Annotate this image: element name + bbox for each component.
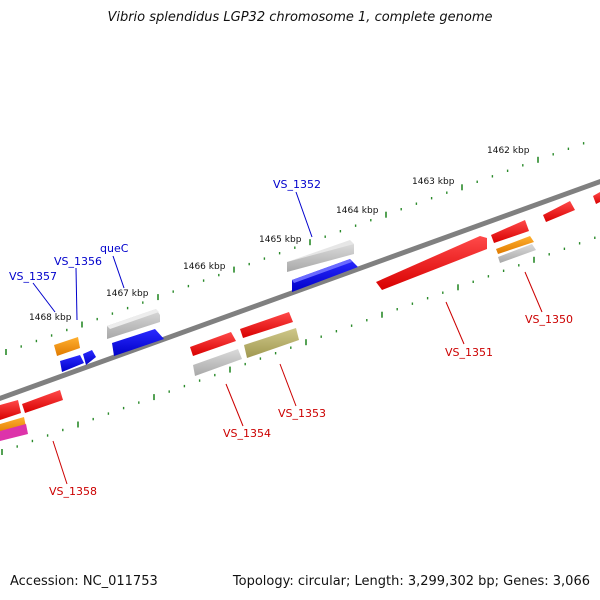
leader-vs1354 bbox=[225, 383, 244, 427]
gene-vs1353-olive[interactable] bbox=[244, 328, 299, 358]
kbp-label-1466: 1466 kbp bbox=[183, 262, 226, 272]
gene-quec-gray[interactable] bbox=[107, 309, 160, 339]
gene-label-vs1354[interactable]: VS_1354 bbox=[223, 427, 271, 440]
gene-vs1353-red[interactable] bbox=[240, 312, 293, 338]
gene-label-vs1356[interactable]: VS_1356 bbox=[54, 255, 102, 268]
gene-vs1358-red-b[interactable] bbox=[0, 400, 21, 420]
kbp-label-1468: 1468 kbp bbox=[29, 313, 72, 323]
gene-vs1354-red[interactable] bbox=[190, 332, 236, 356]
leader-lines bbox=[32, 191, 543, 485]
gene-label-vs1351[interactable]: VS_1351 bbox=[445, 346, 493, 359]
gene-right-edge-red[interactable] bbox=[593, 192, 600, 204]
leader-vs1353 bbox=[279, 363, 297, 407]
kbp-label-1464: 1464 kbp bbox=[336, 206, 379, 216]
chromosome-backbone bbox=[0, 178, 600, 402]
gene-vs1358-magenta[interactable] bbox=[0, 424, 28, 441]
gene-vs1356-orange[interactable] bbox=[54, 337, 80, 356]
topology-summary-text: Topology: circular; Length: 3,299,302 bp… bbox=[232, 574, 590, 589]
leader-vs1357 bbox=[32, 282, 56, 313]
gene-vs1350-orange[interactable] bbox=[496, 236, 534, 254]
map-title: Vibrio splendidus LGP32 chromosome 1, co… bbox=[107, 10, 493, 25]
gene-label-vs1353[interactable]: VS_1353 bbox=[278, 407, 326, 420]
leader-vs1356 bbox=[75, 267, 78, 321]
leader-vs1351 bbox=[445, 301, 465, 345]
tick-row-top bbox=[5, 142, 585, 355]
gene-vs1350-red-b[interactable] bbox=[543, 201, 575, 222]
kbp-label-1462: 1462 kbp bbox=[487, 146, 530, 156]
gene-vs1356-blue[interactable] bbox=[60, 350, 96, 372]
gene-vs1350-red-a[interactable] bbox=[491, 220, 529, 243]
gene-vs1358-red-a[interactable] bbox=[22, 390, 63, 413]
gene-vs1352-blue[interactable] bbox=[292, 259, 358, 292]
gene-vs1354-gray[interactable] bbox=[193, 349, 242, 376]
leader-vs1350 bbox=[524, 271, 543, 313]
gene-label-vs1350[interactable]: VS_1350 bbox=[525, 313, 573, 326]
gene-vs1350-gray[interactable] bbox=[498, 244, 536, 263]
tick-row-bottom bbox=[1, 236, 596, 455]
gene-label-quec[interactable]: queC bbox=[100, 242, 129, 255]
kbp-label-1463: 1463 kbp bbox=[412, 177, 455, 187]
kbp-label-1465: 1465 kbp bbox=[259, 235, 302, 245]
gene-vs1352-gray[interactable] bbox=[287, 240, 354, 272]
kbp-label-1467: 1467 kbp bbox=[106, 289, 149, 299]
gene-label-vs1357[interactable]: VS_1357 bbox=[9, 270, 57, 283]
leader-vs1358 bbox=[52, 440, 68, 485]
gene-vs1351[interactable] bbox=[376, 236, 487, 290]
gene-label-vs1352[interactable]: VS_1352 bbox=[273, 178, 321, 191]
accession-text: Accession: NC_011753 bbox=[10, 574, 158, 589]
gene-label-vs1358[interactable]: VS_1358 bbox=[49, 485, 97, 498]
leader-quec bbox=[112, 255, 125, 289]
leader-vs1352 bbox=[295, 191, 313, 238]
gene-quec-blue[interactable] bbox=[112, 329, 164, 356]
